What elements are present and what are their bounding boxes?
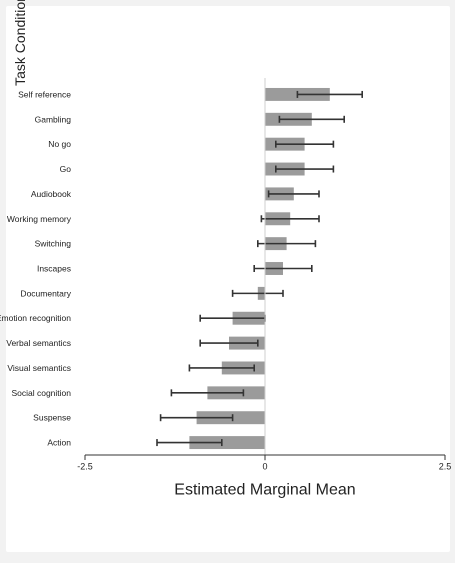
- category-tick-label: Switching: [35, 239, 72, 249]
- category-tick-label: Emotion recognition: [0, 313, 71, 323]
- category-tick-label: Verbal semantics: [6, 338, 71, 348]
- value-tick-label: 2.5: [439, 461, 452, 471]
- axes-group: Self reference Gambling No go Go Audiobook Wo…: [0, 0, 451, 498]
- category-tick-label: Action: [47, 438, 71, 448]
- category-tick-label: Documentary: [20, 288, 71, 298]
- value-tick-label: 0: [262, 461, 267, 471]
- category-tick-label: Visual semantics: [7, 363, 71, 373]
- rotated-plot-group: Self reference Gambling No go Go Audiobook Wo…: [0, 0, 451, 498]
- value-axis-title: Estimated Marginal Mean: [174, 481, 355, 498]
- plot-frame: [6, 6, 450, 552]
- bar-action: [189, 436, 265, 450]
- category-tick-label: Working memory: [7, 214, 72, 224]
- category-tick-label: Self reference: [18, 89, 71, 99]
- category-tick-label: Go: [60, 164, 72, 174]
- value-tick-label: -2.5: [77, 461, 93, 471]
- category-tick-label: Audiobook: [31, 189, 72, 199]
- error-bars-group: [156, 90, 363, 447]
- category-tick-label: Suspense: [33, 413, 71, 423]
- category-tick-label: No go: [48, 139, 71, 149]
- category-axis-title: Task Condition: [12, 0, 28, 86]
- category-tick-label: Social cognition: [11, 388, 71, 398]
- category-tick-label: Gambling: [35, 114, 72, 124]
- category-tick-label: Inscapes: [37, 264, 71, 274]
